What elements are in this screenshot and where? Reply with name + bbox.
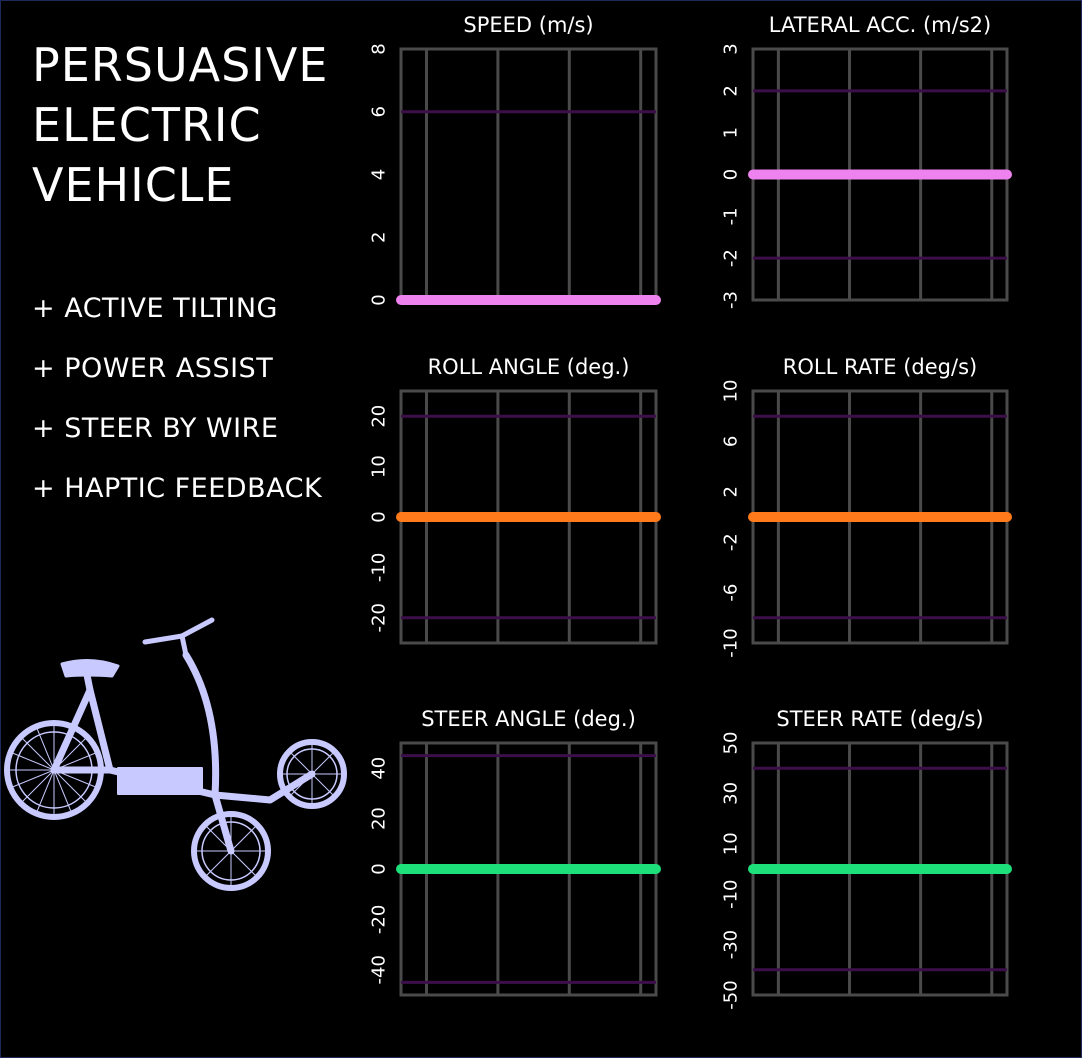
chart-panel-3: ROLL RATE (deg/s) -10 -6 -2 2 6 10	[721, 355, 1012, 658]
chart-panel-0: SPEED (m/s) 0 2 4 6 8	[369, 13, 661, 306]
y-tick-label-0: -3	[721, 291, 742, 309]
y-tick-label-1: -20	[369, 905, 390, 934]
y-tick-label-2: -1	[721, 207, 742, 225]
chart-panel-1: LATERAL ACC. (m/s2) -3 -2 -1 0 1 2 3	[721, 13, 1012, 309]
battery-box	[117, 767, 203, 795]
title-line-3: VEHICLE	[32, 158, 235, 212]
chart-title: ROLL ANGLE (deg.)	[428, 355, 630, 379]
y-tick-label-3: 6	[369, 106, 390, 117]
chart-frame	[399, 47, 658, 302]
y-tick-label-3: 10	[721, 832, 742, 855]
y-tick-label-1: -2	[721, 249, 742, 267]
y-tick-label-1: -10	[369, 553, 390, 582]
y-tick-label-0: -10	[721, 628, 742, 657]
y-tick-label-3: 2	[721, 486, 742, 497]
y-tick-label-1: 2	[369, 232, 390, 243]
y-tick-label-2: -2	[721, 533, 742, 551]
chart-title: ROLL RATE (deg/s)	[783, 355, 977, 379]
y-tick-label-2: -10	[721, 879, 742, 908]
y-tick-label-0: -20	[369, 603, 390, 632]
y-tick-label-4: 40	[369, 757, 390, 780]
chart-title: STEER ANGLE (deg.)	[421, 707, 636, 731]
y-tick-label-2: 4	[369, 169, 390, 180]
y-tick-label-2: 0	[369, 863, 390, 874]
y-tick-label-4: 20	[369, 405, 390, 428]
y-tick-label-1: -6	[721, 584, 742, 602]
y-tick-label-4: 1	[721, 127, 742, 138]
y-tick-label-6: 3	[721, 43, 742, 54]
y-tick-label-3: 0	[721, 169, 742, 180]
tilting-trike-icon	[4, 617, 347, 891]
chart-title: LATERAL ACC. (m/s2)	[769, 13, 991, 37]
chart-title: STEER RATE (deg/s)	[776, 707, 983, 731]
title-line-1: PERSUASIVE	[32, 38, 329, 92]
seat	[60, 659, 120, 678]
feature-steer-by-wire: + STEER BY WIRE	[32, 413, 279, 444]
y-tick-label-3: 20	[369, 807, 390, 830]
chart-title: SPEED (m/s)	[463, 13, 593, 37]
y-tick-label-5: 50	[721, 732, 742, 755]
feature-power-assist: + POWER ASSIST	[32, 353, 274, 384]
y-tick-label-3: 10	[369, 455, 390, 478]
y-tick-label-0: -40	[369, 955, 390, 984]
chart-panel-4: STEER ANGLE (deg.) -40 -20 0 20 40	[369, 707, 661, 997]
title-line-2: ELECTRIC	[32, 98, 262, 152]
y-tick-label-0: 0	[369, 294, 390, 305]
chart-panel-2: ROLL ANGLE (deg.) -20 -10 0 10 20	[369, 355, 661, 645]
y-tick-label-5: 10	[721, 380, 742, 403]
y-tick-label-4: 6	[721, 436, 742, 447]
y-tick-label-4: 8	[369, 43, 390, 54]
y-tick-label-1: -30	[721, 930, 742, 959]
feature-active-tilting: + ACTIVE TILTING	[32, 293, 278, 324]
feature-haptic-feedback: + HAPTIC FEEDBACK	[32, 473, 323, 504]
chart-panel-5: STEER RATE (deg/s) -50 -30 -10 10 30 50	[721, 707, 1012, 1010]
y-tick-label-0: -50	[721, 980, 742, 1009]
y-tick-label-2: 0	[369, 511, 390, 522]
handlebar	[142, 617, 215, 658]
y-tick-label-4: 30	[721, 782, 742, 805]
y-tick-label-5: 2	[721, 85, 742, 96]
